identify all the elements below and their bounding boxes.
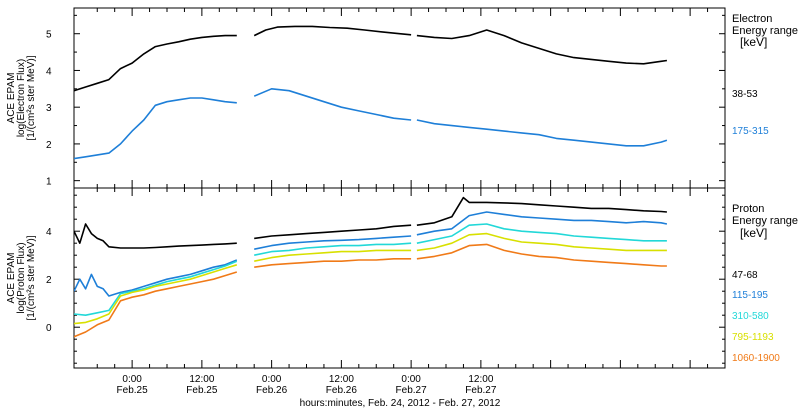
- legend-title: [keV]: [740, 226, 767, 240]
- series-38-53: [74, 25, 668, 92]
- series-795-1193: [74, 232, 667, 325]
- x-tick-time: 0:00: [262, 374, 282, 385]
- y-tick-label: 1: [46, 177, 52, 188]
- series-1060-1900: [74, 243, 667, 338]
- x-tick-date: Feb.27: [465, 385, 497, 396]
- series-line: [254, 249, 412, 262]
- y-tick-label: 0: [46, 323, 52, 334]
- plot-frame: [73, 187, 726, 369]
- legend-entry: 175-315: [732, 126, 769, 137]
- series-line: [253, 25, 412, 37]
- x-axis-title: hours:minutes, Feb. 24, 2012 - Feb. 27, …: [300, 398, 501, 409]
- series-line: [74, 223, 237, 249]
- series-line: [416, 29, 668, 65]
- series-line: [253, 88, 412, 121]
- legend-entry: 310-580: [732, 311, 769, 322]
- y-tick-label: 3: [46, 103, 52, 114]
- series-line: [74, 264, 238, 325]
- y-axis-title: [1/(cm²s ster MeV)]: [26, 55, 37, 140]
- y-tick-label: 2: [46, 140, 52, 151]
- legend-entry: 38-53: [732, 89, 758, 100]
- series-115-195: [74, 211, 668, 297]
- series-line: [74, 259, 238, 297]
- legend-entry: 1060-1900: [732, 353, 780, 364]
- series-line: [74, 34, 237, 92]
- legend-title: Proton: [732, 203, 764, 215]
- series-line: [416, 119, 668, 147]
- x-tick-date: Feb.25: [186, 385, 218, 396]
- x-tick-time: 0:00: [122, 374, 142, 385]
- series-line: [74, 97, 237, 160]
- y-axis-title: ACE EPAM: [6, 73, 17, 124]
- y-tick-label: 5: [46, 30, 52, 41]
- y-tick-label: 4: [46, 66, 52, 77]
- x-tick-date: Feb.27: [396, 385, 428, 396]
- series-line: [416, 211, 668, 236]
- legend-entry: 115-195: [732, 290, 768, 301]
- series-line: [416, 232, 667, 252]
- x-tick-date: Feb.26: [326, 385, 358, 396]
- x-tick-time: 12:00: [189, 374, 214, 385]
- series-310-580: [74, 223, 667, 317]
- x-tick-time: 0:00: [401, 374, 421, 385]
- x-tick-date: Feb.25: [117, 385, 149, 396]
- series-line: [74, 260, 238, 317]
- y-tick-label: 4: [46, 227, 52, 238]
- y-axis-title: log(Electron Flux): [16, 59, 27, 137]
- series-line: [254, 224, 412, 240]
- series-line: [74, 271, 238, 338]
- y-tick-label: 2: [46, 275, 52, 286]
- proton-panel: 0240:00Feb.2512:00Feb.250:00Feb.2612:00F…: [6, 187, 798, 396]
- series-175-315: [74, 88, 668, 160]
- legend-title: Energy range: [732, 25, 798, 37]
- x-tick-time: 12:00: [468, 374, 493, 385]
- y-axis-title: ACE EPAM: [6, 253, 17, 304]
- legend-title: Electron: [732, 13, 772, 25]
- legend-title: Energy range: [732, 215, 798, 227]
- series-line: [254, 235, 412, 250]
- series-line: [416, 196, 667, 226]
- legend-title: [keV]: [740, 35, 767, 49]
- series-line: [254, 257, 412, 268]
- legend-entry: 47-68: [732, 270, 758, 281]
- y-axis-title: [1/(cm²s ster MeV)]: [26, 235, 37, 320]
- series-line: [416, 223, 667, 244]
- series-line: [416, 243, 667, 267]
- y-axis-title: log(Proton Flux): [16, 242, 27, 313]
- legend-entry: 795-1193: [732, 332, 774, 343]
- x-tick-time: 12:00: [329, 374, 354, 385]
- series-line: [254, 242, 412, 256]
- x-tick-date: Feb.26: [256, 385, 288, 396]
- series-47-68: [74, 196, 667, 249]
